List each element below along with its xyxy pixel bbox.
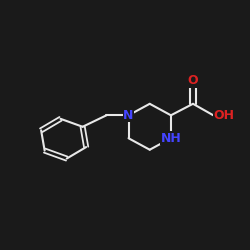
- Text: NH: NH: [160, 132, 181, 145]
- Text: O: O: [188, 74, 198, 87]
- Text: OH: OH: [213, 109, 234, 122]
- Text: N: N: [123, 109, 134, 122]
